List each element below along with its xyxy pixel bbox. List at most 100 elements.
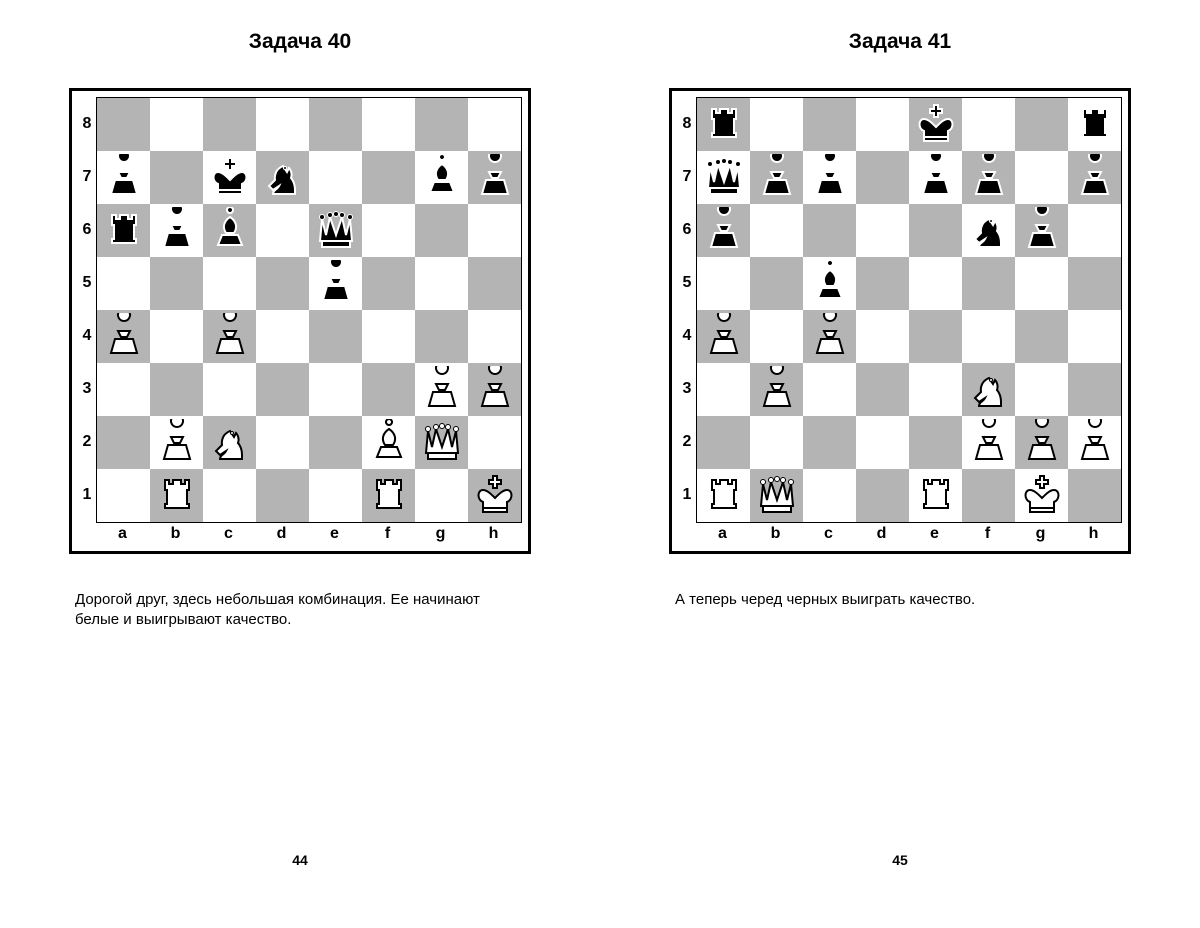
- rook-icon: [912, 472, 960, 520]
- rank-label: 8: [678, 97, 696, 150]
- square-c1: [203, 469, 256, 522]
- square-d5: [256, 257, 309, 310]
- square-f3: [962, 363, 1015, 416]
- square-h1: [468, 469, 521, 522]
- square-a1: [97, 469, 150, 522]
- square-h5: [1068, 257, 1121, 310]
- square-d3: [256, 363, 309, 416]
- pawn-icon: [1018, 207, 1066, 255]
- square-a2: [697, 416, 750, 469]
- king-icon: [471, 472, 519, 520]
- file-label: h: [1067, 523, 1120, 545]
- square-h7: [1068, 151, 1121, 204]
- square-c1: [803, 469, 856, 522]
- chessboard: [96, 97, 522, 523]
- page-number: 45: [600, 852, 1200, 868]
- queen-icon: [418, 419, 466, 467]
- problem-caption: А теперь черед черных выиграть качество.: [675, 590, 1125, 610]
- rank-label: 3: [78, 362, 96, 415]
- square-g3: [415, 363, 468, 416]
- square-b7: [150, 151, 203, 204]
- square-c5: [803, 257, 856, 310]
- square-c8: [203, 98, 256, 151]
- square-b1: [150, 469, 203, 522]
- square-g8: [1015, 98, 1068, 151]
- square-c3: [203, 363, 256, 416]
- square-b8: [150, 98, 203, 151]
- rank-label: 6: [78, 203, 96, 256]
- square-d2: [856, 416, 909, 469]
- square-b2: [750, 416, 803, 469]
- square-e2: [309, 416, 362, 469]
- rank-label: 8: [78, 97, 96, 150]
- square-f7: [962, 151, 1015, 204]
- bishop-icon: [418, 154, 466, 202]
- square-d6: [856, 204, 909, 257]
- square-c3: [803, 363, 856, 416]
- square-c7: [203, 151, 256, 204]
- square-h8: [468, 98, 521, 151]
- square-a4: [97, 310, 150, 363]
- right-page: Задача 41 87654321 abcdefgh А теперь чер…: [600, 0, 1200, 928]
- square-a8: [697, 98, 750, 151]
- square-a6: [97, 204, 150, 257]
- square-f6: [962, 204, 1015, 257]
- rank-label: 2: [78, 415, 96, 468]
- square-b7: [750, 151, 803, 204]
- rook-icon: [1071, 101, 1119, 149]
- pawn-icon: [1071, 154, 1119, 202]
- square-b8: [750, 98, 803, 151]
- square-d4: [256, 310, 309, 363]
- rook-icon: [100, 207, 148, 255]
- pawn-icon: [806, 313, 854, 361]
- square-c8: [803, 98, 856, 151]
- file-labels: abcdefgh: [696, 523, 1122, 545]
- square-h7: [468, 151, 521, 204]
- square-a5: [697, 257, 750, 310]
- problem-title: Задача 40: [249, 30, 351, 54]
- square-a4: [697, 310, 750, 363]
- square-f4: [362, 310, 415, 363]
- file-label: e: [908, 523, 961, 545]
- square-f1: [362, 469, 415, 522]
- square-a7: [97, 151, 150, 204]
- square-b2: [150, 416, 203, 469]
- square-c6: [203, 204, 256, 257]
- square-e8: [309, 98, 362, 151]
- square-a3: [697, 363, 750, 416]
- square-f6: [362, 204, 415, 257]
- file-label: c: [202, 523, 255, 545]
- rook-icon: [365, 472, 413, 520]
- file-label: g: [1014, 523, 1067, 545]
- file-label: b: [749, 523, 802, 545]
- rank-label: 5: [78, 256, 96, 309]
- page-number: 44: [0, 852, 600, 868]
- king-icon: [206, 154, 254, 202]
- pawn-icon: [1018, 419, 1066, 467]
- square-g4: [1015, 310, 1068, 363]
- square-d2: [256, 416, 309, 469]
- square-f4: [962, 310, 1015, 363]
- pawn-icon: [100, 154, 148, 202]
- square-h6: [468, 204, 521, 257]
- board-frame: 87654321 abcdefgh: [669, 88, 1131, 554]
- square-h5: [468, 257, 521, 310]
- square-b5: [150, 257, 203, 310]
- file-label: d: [255, 523, 308, 545]
- square-h3: [1068, 363, 1121, 416]
- square-e4: [909, 310, 962, 363]
- left-page: Задача 40 87654321 abcdefgh Дорогой друг…: [0, 0, 600, 928]
- square-g5: [415, 257, 468, 310]
- chessboard: [696, 97, 1122, 523]
- square-g6: [415, 204, 468, 257]
- rank-labels: 87654321: [678, 97, 696, 523]
- rook-icon: [700, 101, 748, 149]
- square-f8: [962, 98, 1015, 151]
- square-d4: [856, 310, 909, 363]
- rank-label: 4: [78, 309, 96, 362]
- file-label: g: [414, 523, 467, 545]
- knight-icon: [259, 154, 307, 202]
- square-e5: [909, 257, 962, 310]
- square-f7: [362, 151, 415, 204]
- square-g2: [1015, 416, 1068, 469]
